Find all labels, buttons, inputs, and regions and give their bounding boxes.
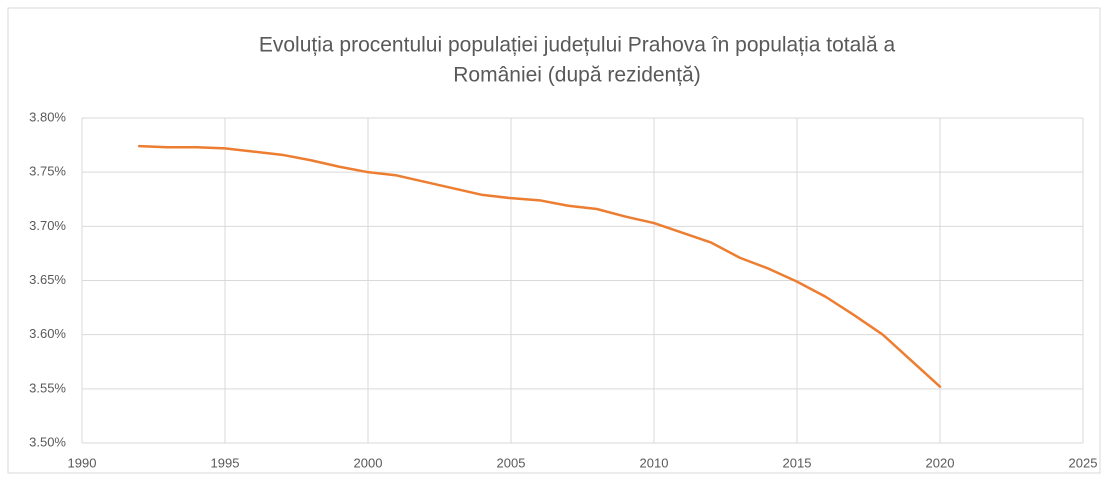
y-tick-label: 3.80% bbox=[29, 109, 66, 124]
x-tick-label: 1990 bbox=[68, 455, 97, 470]
y-tick-label: 3.75% bbox=[29, 164, 66, 179]
x-tick-label: 2000 bbox=[354, 455, 383, 470]
y-tick-label: 3.70% bbox=[29, 218, 66, 233]
chart-title: Evoluția procentului populației județulu… bbox=[259, 34, 896, 57]
x-tick-label: 1995 bbox=[211, 455, 240, 470]
chart-title: României (după rezidență) bbox=[453, 64, 700, 87]
x-tick-label: 2025 bbox=[1069, 455, 1098, 470]
x-tick-label: 2015 bbox=[783, 455, 812, 470]
x-tick-label: 2005 bbox=[497, 455, 526, 470]
y-tick-label: 3.50% bbox=[29, 434, 66, 449]
data-line bbox=[137, 144, 942, 388]
y-tick-label: 3.55% bbox=[29, 380, 66, 395]
y-tick-label: 3.65% bbox=[29, 272, 66, 287]
x-tick-label: 2020 bbox=[926, 455, 955, 470]
y-tick-label: 3.60% bbox=[29, 326, 66, 341]
chart-frame bbox=[7, 7, 1101, 474]
x-tick-label: 2010 bbox=[640, 455, 669, 470]
